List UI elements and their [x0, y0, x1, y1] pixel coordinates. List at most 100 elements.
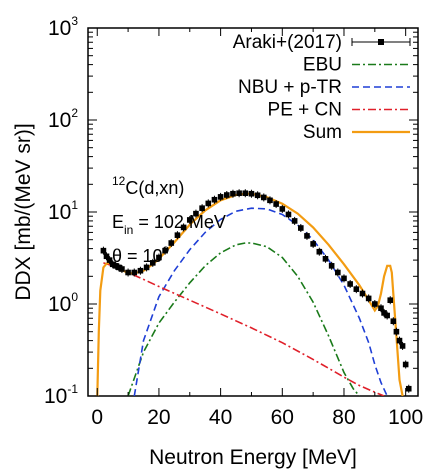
- plot-frame: [87, 27, 419, 397]
- legend-label: PE + CN: [268, 100, 342, 121]
- data-point: [267, 197, 273, 204]
- energy-symbol: E: [112, 212, 124, 232]
- y-tick-label: 103: [48, 14, 78, 40]
- x-tick-label: 80: [332, 406, 355, 429]
- y-tick-label: 10-1: [44, 382, 78, 408]
- data-point: [298, 225, 304, 231]
- data-point: [393, 328, 400, 335]
- y-tick-base: 10: [48, 109, 71, 132]
- data-point: [217, 194, 224, 200]
- data-point: [199, 205, 205, 211]
- data-point: [103, 253, 110, 260]
- data-point: [310, 241, 316, 247]
- data-point: [116, 264, 122, 271]
- data-point: [119, 266, 125, 272]
- y-tick-label: 101: [48, 198, 78, 224]
- x-axis-title: Neutron Energy [MeV]: [149, 446, 357, 469]
- data-point: [162, 247, 168, 254]
- data-point: [156, 254, 162, 261]
- data-point: [180, 224, 187, 231]
- x-tick-label: 60: [271, 406, 294, 429]
- energy-subscript: in: [124, 223, 133, 237]
- data-point: [223, 192, 230, 198]
- data-point: [230, 190, 236, 197]
- data-point: [211, 196, 218, 203]
- data-point: [248, 190, 255, 197]
- y-tick-exponent: 3: [71, 14, 78, 28]
- plot-area: [87, 27, 419, 397]
- data-point: [353, 286, 360, 292]
- y-tick-label: 102: [48, 106, 78, 132]
- data-point: [328, 263, 335, 269]
- data-point: [316, 248, 323, 255]
- energy-value: = 102 MeV: [133, 212, 226, 232]
- legend-label: Araki+(2017): [233, 32, 342, 53]
- data-point: [390, 318, 397, 325]
- data-point: [125, 269, 131, 276]
- data-point: [168, 240, 175, 246]
- data-point: [399, 343, 406, 349]
- reaction-text: C(d,xn): [125, 178, 184, 198]
- angle-value: θ = 10: [112, 246, 163, 266]
- data-point: [405, 385, 412, 392]
- data-point: [149, 260, 156, 266]
- legend-label: NBU + p-TR: [238, 77, 342, 98]
- data-point: [285, 211, 292, 218]
- series-line-ebu: [127, 242, 361, 396]
- reaction-label: 12C(d,xn): [112, 174, 184, 198]
- data-point: [322, 255, 329, 262]
- data-point: [347, 281, 353, 287]
- data-point: [341, 275, 347, 282]
- x-tick-label: 20: [147, 406, 170, 429]
- data-point: [100, 247, 107, 254]
- y-tick-exponent: 0: [71, 290, 78, 304]
- legend-label: Sum: [303, 122, 342, 143]
- data-point: [279, 206, 286, 212]
- series-layer: [96, 189, 412, 396]
- data-point: [381, 310, 387, 316]
- data-point: [384, 312, 390, 319]
- y-tick-label: 100: [48, 290, 78, 316]
- data-point: [109, 261, 116, 268]
- x-tick-label: 100: [388, 406, 423, 429]
- angle-degree-superscript: o: [163, 242, 170, 256]
- data-point: [242, 190, 249, 197]
- data-point: [260, 194, 267, 201]
- data-point: [137, 267, 144, 274]
- legend-label: EBU: [303, 55, 342, 76]
- angle-label: θ = 10o: [112, 242, 170, 266]
- data-point: [359, 290, 366, 297]
- energy-label: Ein = 102 MeV: [112, 212, 226, 237]
- x-tick-label: 0: [91, 406, 103, 429]
- data-point: [396, 337, 403, 344]
- y-tick-base: 10: [44, 385, 67, 408]
- y-tick-exponent: 1: [71, 198, 78, 212]
- data-point: [372, 301, 378, 307]
- data-point: [112, 263, 119, 269]
- data-point: [291, 218, 298, 224]
- y-tick-base: 10: [48, 17, 71, 40]
- y-tick-base: 10: [48, 293, 71, 316]
- y-tick-exponent: 2: [71, 106, 78, 120]
- data-point: [174, 232, 181, 238]
- annotations: 12C(d,xn) Ein = 102 MeV θ = 10o: [112, 174, 226, 266]
- reaction-superscript: 12: [112, 174, 126, 188]
- x-tick-label: 40: [209, 406, 232, 429]
- data-point: [106, 257, 113, 263]
- data-point: [131, 269, 138, 276]
- data-point: [254, 192, 261, 199]
- data-point: [273, 201, 279, 207]
- legend-swatch-marker: [378, 39, 384, 45]
- series-line-nbu-p-tr: [133, 207, 388, 396]
- data-point: [378, 305, 384, 312]
- y-axis-title: DDX [mb/(MeV sr)]: [12, 123, 35, 300]
- data-point: [335, 269, 341, 276]
- data-point: [387, 297, 394, 303]
- data-point: [365, 295, 372, 302]
- data-point: [205, 200, 212, 207]
- data-point: [193, 210, 199, 217]
- data-point: [143, 264, 150, 271]
